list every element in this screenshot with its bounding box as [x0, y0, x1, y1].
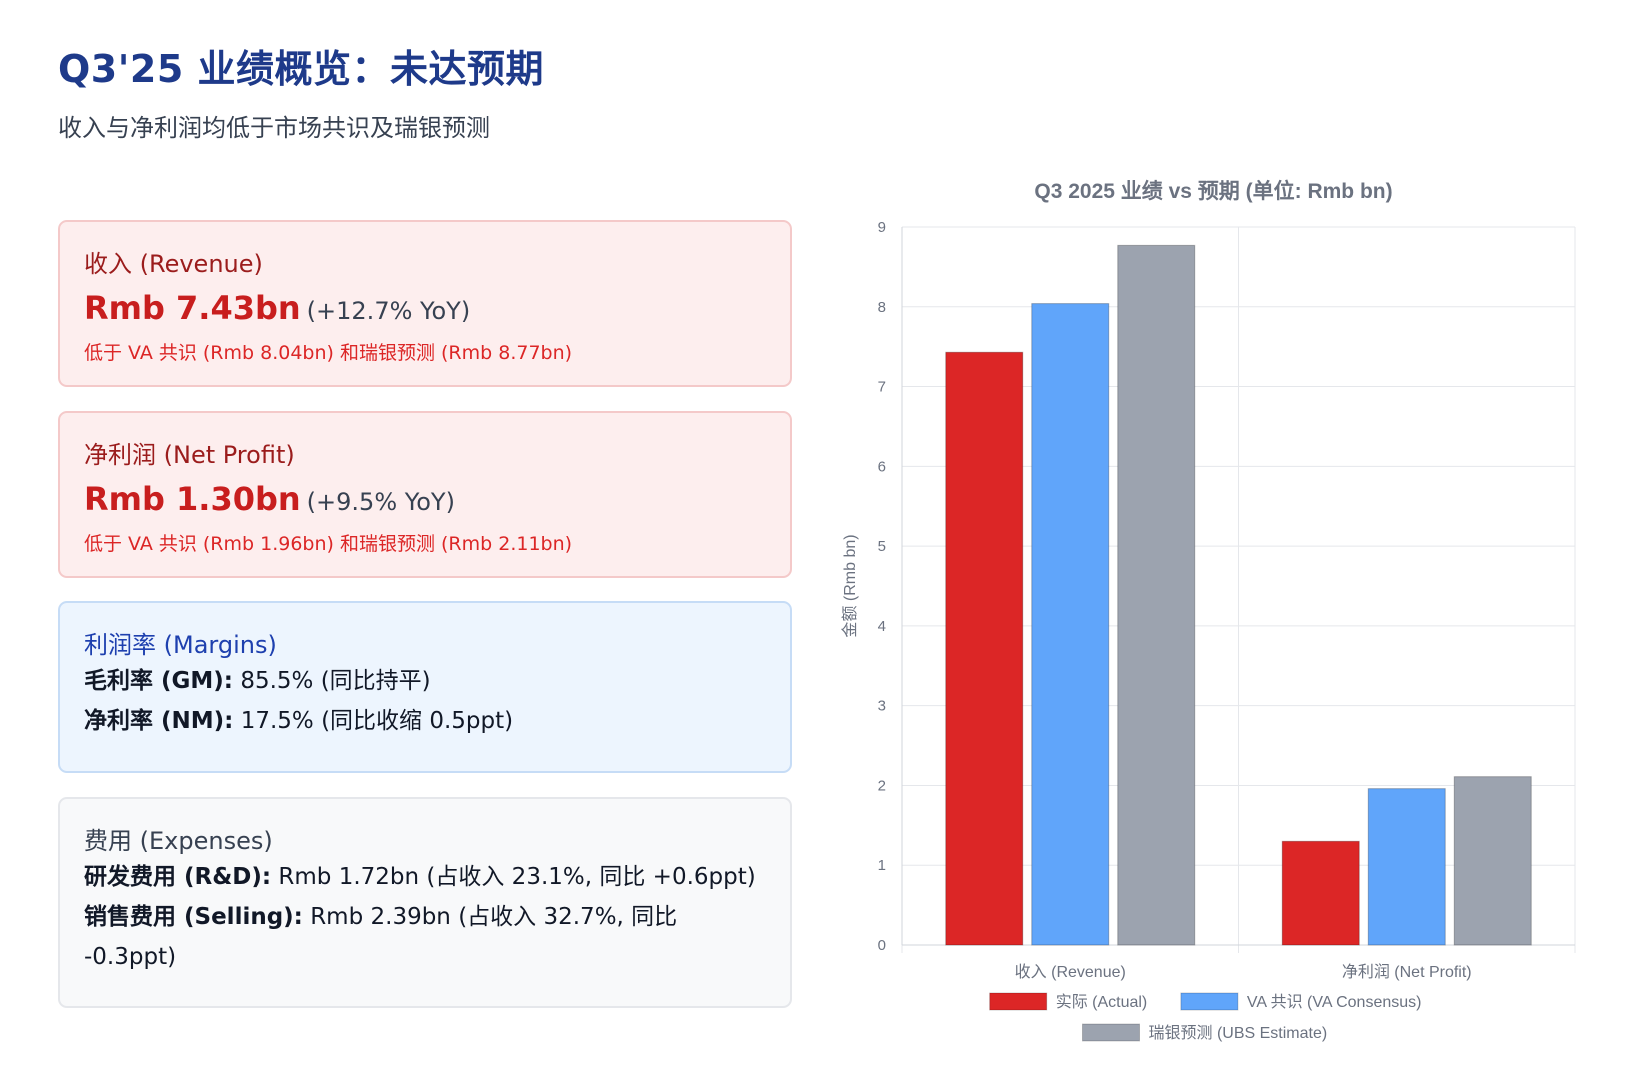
net-margin-label: 净利率 (NM): [84, 708, 234, 734]
y-tick-label: 2 [878, 777, 886, 794]
x-tick-label: 收入 (Revenue) [1015, 963, 1126, 981]
y-tick-label: 9 [878, 219, 886, 236]
net-profit-card: 净利润 (Net Profit) Rmb 1.30bn (+9.5% YoY) 低… [58, 411, 792, 578]
chart-title: Q3 2025 业绩 vs 预期 (单位: Rmb bn) [1034, 179, 1392, 203]
x-tick-label: 净利润 (Net Profit) [1342, 963, 1472, 981]
selling-expense-value: Rmb 2.39bn (占收入 32.7%, 同比 [310, 904, 678, 930]
revenue-card-heading: 收入 (Revenue) [84, 250, 263, 278]
gross-margin-line: 毛利率 (GM): 85.5% (同比持平) [84, 661, 766, 701]
y-tick-label: 8 [878, 299, 886, 316]
selling-expense-line: 销售费用 (Selling): Rmb 2.39bn (占收入 32.7%, 同… [84, 897, 766, 937]
expenses-card: 费用 (Expenses) 研发费用 (R&D): Rmb 1.72bn (占收… [58, 797, 792, 1008]
bar [1367, 788, 1446, 946]
y-tick-label: 0 [878, 937, 886, 954]
expenses-card-heading: 费用 (Expenses) [84, 827, 273, 855]
page-subtitle: 收入与净利润均低于市场共识及瑞银预测 [58, 114, 490, 142]
net-profit-value: Rmb 1.30bn [84, 480, 301, 518]
gross-margin-label: 毛利率 (GM): [84, 668, 233, 694]
y-axis-label: 金额 (Rmb bn) [841, 534, 859, 637]
net-profit-card-heading: 净利润 (Net Profit) [84, 441, 295, 469]
legend-label: 瑞银预测 (UBS Estimate) [1149, 1024, 1328, 1042]
net-profit-figure: Rmb 1.30bn (+9.5% YoY) [84, 479, 766, 525]
bar [1281, 840, 1360, 946]
margins-card: 利润率 (Margins) 毛利率 (GM): 85.5% (同比持平) 净利率… [58, 601, 792, 773]
revenue-card: 收入 (Revenue) Rmb 7.43bn (+12.7% YoY) 低于 V… [58, 220, 792, 387]
legend-swatch [989, 992, 1048, 1011]
bar [945, 351, 1024, 946]
y-tick-label: 3 [878, 698, 886, 715]
results-vs-expectations-chart: Q3 2025 业绩 vs 预期 (单位: Rmb bn) 0 1 2 3 4 5 6 7 8 9 金… [841, 179, 1576, 1042]
page-title: Q3'25 业绩概览：未达预期 [58, 47, 544, 91]
legend-swatch [1082, 1023, 1140, 1042]
net-margin-value: 17.5% (同比收缩 0.5ppt) [240, 708, 514, 734]
margins-card-heading: 利润率 (Margins) [84, 631, 277, 659]
selling-expense-label: 销售费用 (Selling): [84, 904, 303, 930]
legend-label: VA 共识 (VA Consensus) [1247, 993, 1422, 1011]
bar [1117, 244, 1196, 946]
gross-margin-value: 85.5% (同比持平) [240, 668, 431, 694]
bar [1031, 303, 1110, 946]
rd-expense-line: 研发费用 (R&D): Rmb 1.72bn (占收入 23.1%, 同比 +0… [84, 857, 766, 897]
revenue-note: 低于 VA 共识 (Rmb 8.04bn) 和瑞银预测 (Rmb 8.77bn) [84, 342, 573, 364]
revenue-yoy: (+12.7% YoY) [306, 297, 471, 325]
y-tick-label: 6 [878, 458, 886, 475]
bar [1453, 776, 1532, 946]
y-tick-label: 5 [878, 538, 886, 555]
net-margin-line: 净利率 (NM): 17.5% (同比收缩 0.5ppt) [84, 701, 766, 741]
rd-expense-value: Rmb 1.72bn (占收入 23.1%, 同比 +0.6ppt) [278, 864, 756, 890]
y-tick-label: 4 [878, 618, 886, 635]
revenue-figure: Rmb 7.43bn (+12.7% YoY) [84, 288, 766, 334]
selling-expense-continuation: -0.3ppt) [84, 944, 177, 970]
rd-expense-label: 研发费用 (R&D): [84, 864, 272, 890]
y-tick-label: 1 [878, 857, 886, 874]
net-profit-yoy: (+9.5% YoY) [306, 488, 455, 516]
legend-label: 实际 (Actual) [1056, 993, 1148, 1011]
net-profit-note: 低于 VA 共识 (Rmb 1.96bn) 和瑞银预测 (Rmb 2.11bn) [84, 533, 573, 555]
y-tick-label: 7 [878, 379, 886, 396]
legend-swatch [1180, 992, 1239, 1011]
revenue-value: Rmb 7.43bn [84, 289, 301, 327]
